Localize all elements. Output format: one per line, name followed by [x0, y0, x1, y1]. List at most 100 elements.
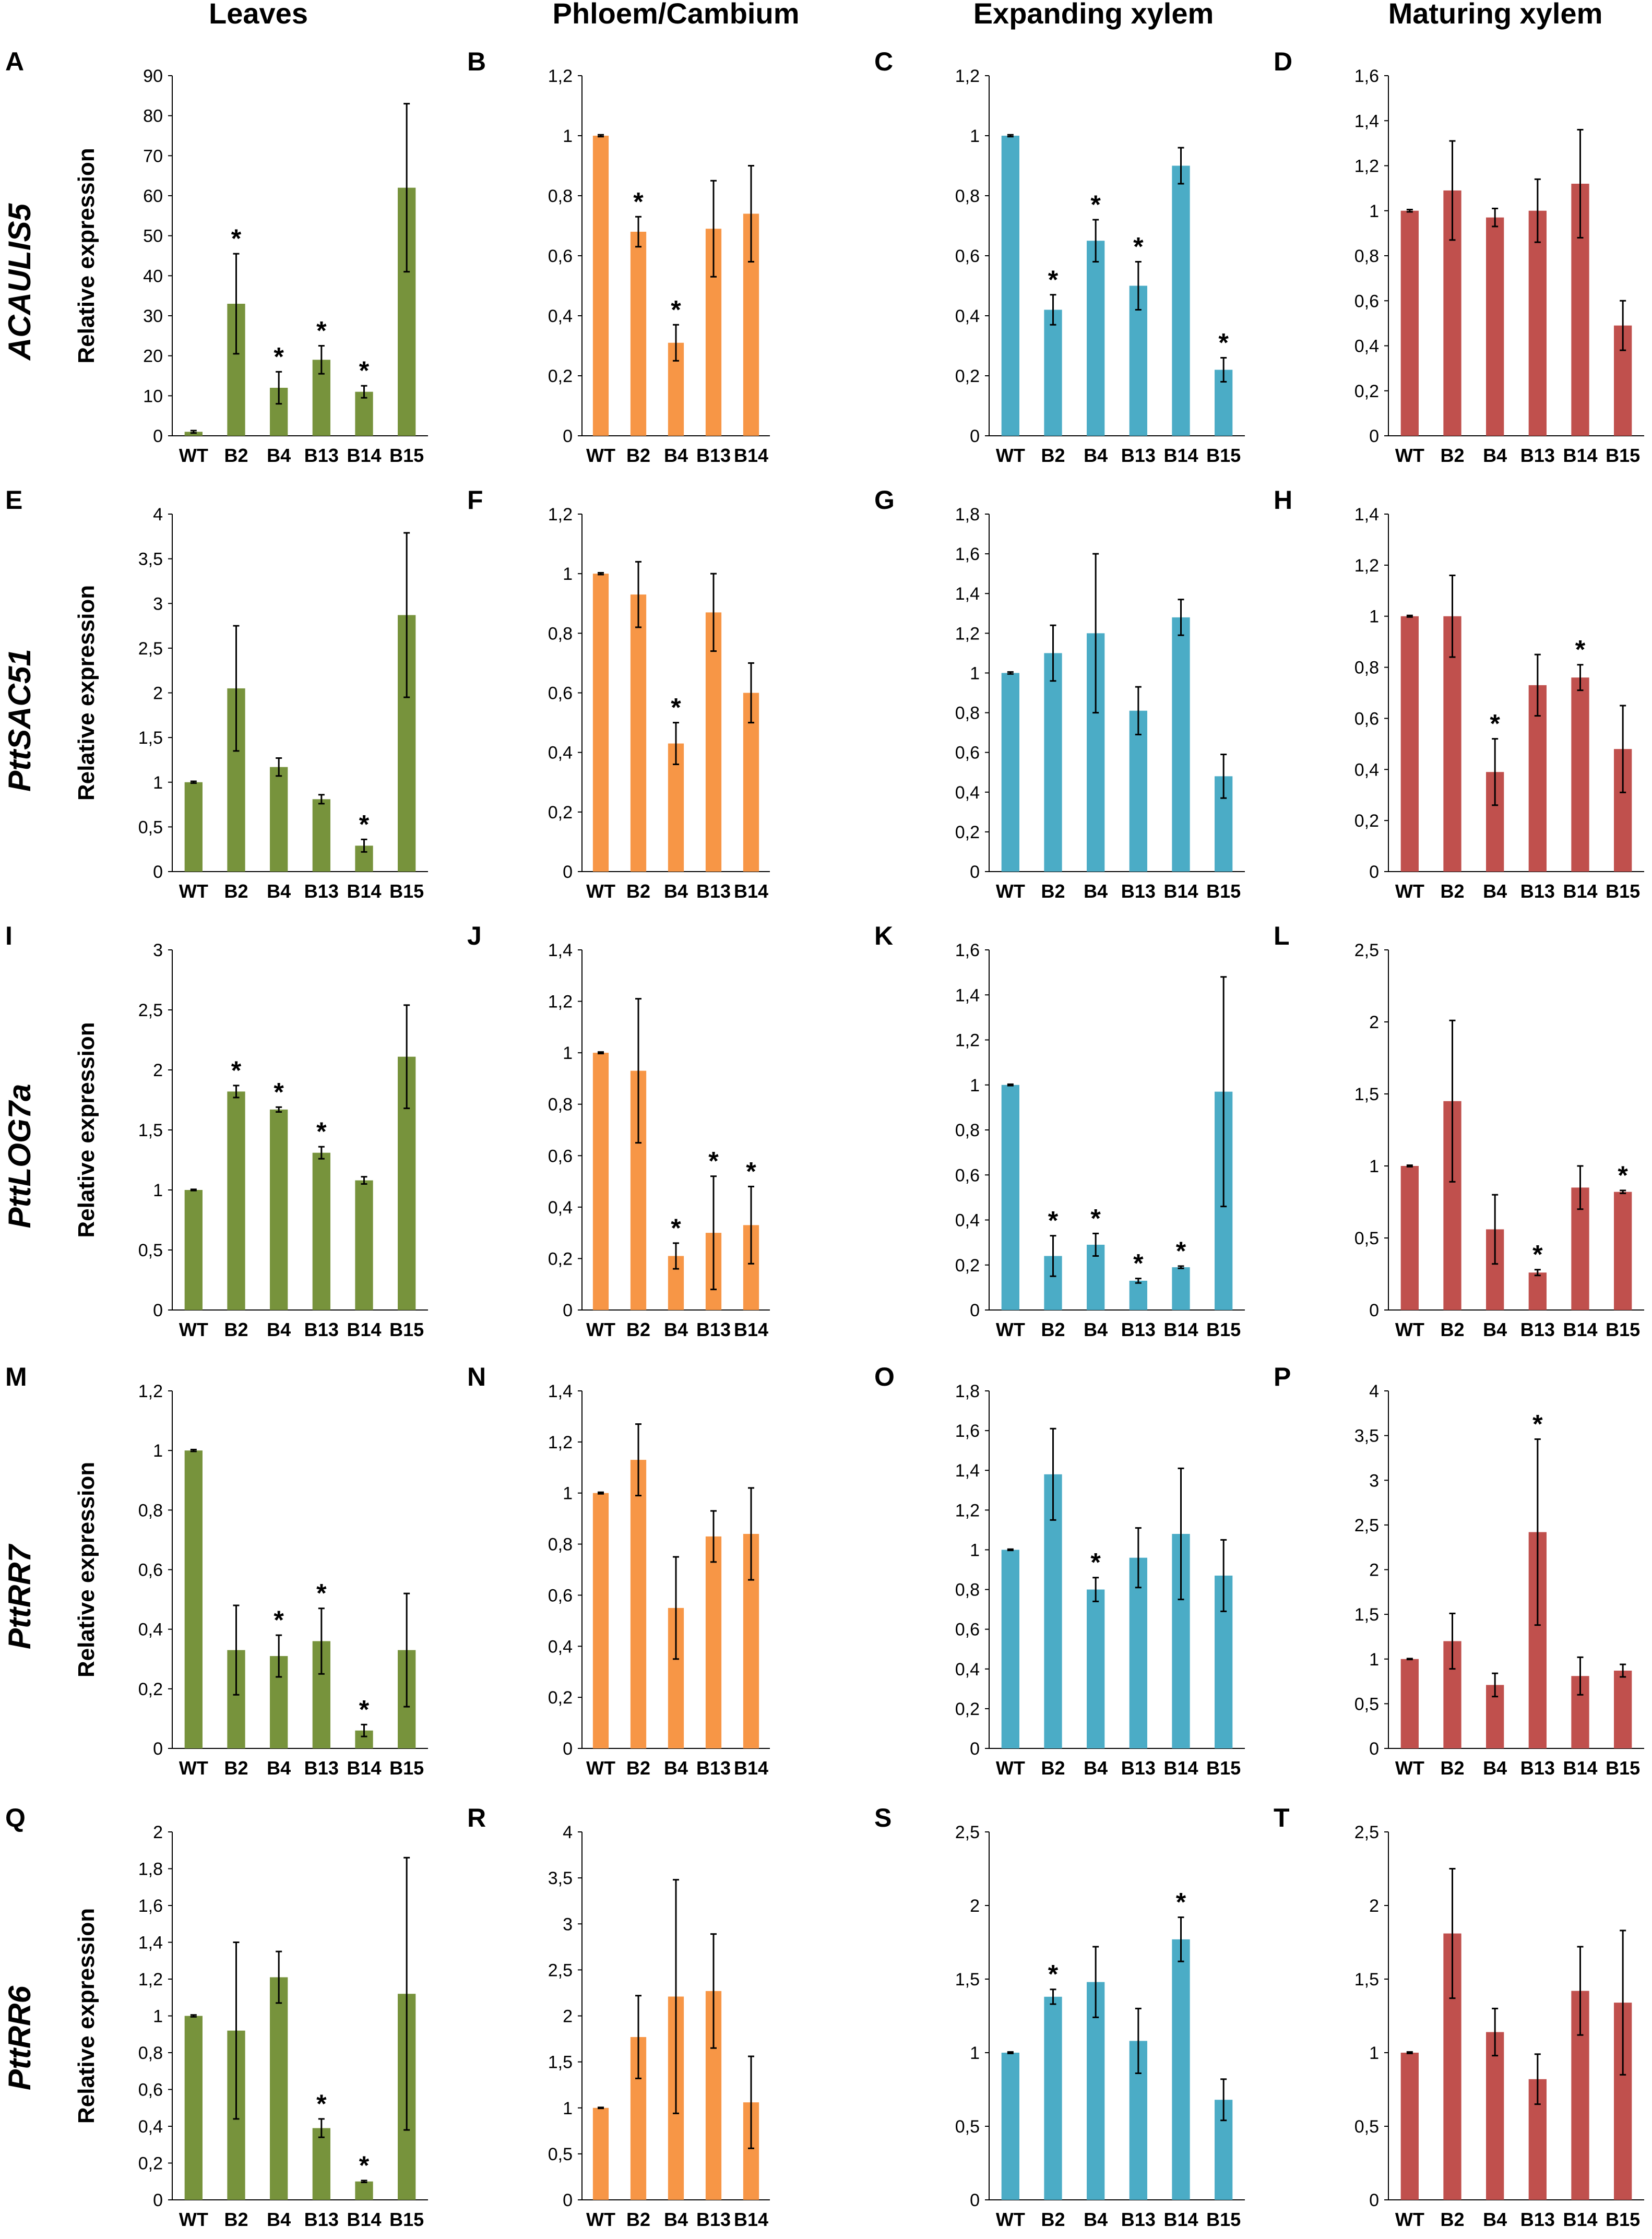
- panel-letter: G: [874, 485, 895, 515]
- bar-b2: [1443, 616, 1461, 872]
- significance-star: *: [316, 2089, 327, 2118]
- x-tick-label-b15: B15: [389, 445, 424, 466]
- x-tick-label-b13: B13: [1520, 1319, 1555, 1340]
- row-label-pttrr7: PttRR7: [2, 1543, 37, 1649]
- panel-n: N 0 0,2 0,4 0,6 0,8 1 1,2 1,4 WT B2 B4 B13 B14: [467, 1362, 770, 1779]
- y-tick-label: 1,4: [138, 1933, 163, 1953]
- y-tick-label: 0,4: [548, 743, 573, 763]
- y-tick-label: 0,5: [548, 2145, 573, 2164]
- x-tick-label-b14: B14: [1563, 1319, 1597, 1340]
- significance-star: *: [231, 224, 242, 253]
- significance-star: *: [746, 1157, 756, 1186]
- y-tick-label: 0,5: [1354, 1229, 1379, 1248]
- x-tick-label-b13: B13: [304, 1757, 339, 1779]
- significance-star: *: [359, 356, 370, 385]
- x-tick-label-b4: B4: [267, 1757, 291, 1779]
- y-tick-label: 1,2: [955, 1031, 980, 1051]
- bar-b13: [312, 2128, 330, 2200]
- row-label-acaulis5: ACAULIS5: [2, 203, 37, 361]
- x-tick-label-b2: B2: [1041, 880, 1065, 902]
- y-tick-label: 0,6: [138, 2080, 163, 2100]
- x-tick-label-b13: B13: [696, 2209, 731, 2230]
- bar-b4: [1087, 1982, 1105, 2200]
- x-tick-label-b4: B4: [1483, 880, 1507, 902]
- y-tick-label: 0: [1369, 426, 1379, 446]
- y-tick-label: 2: [1369, 1561, 1379, 1580]
- significance-star: *: [1176, 1888, 1186, 1917]
- column-header-phloem-cambium: Phloem/Cambium: [553, 0, 800, 30]
- y-tick-label: 0: [153, 426, 163, 446]
- significance-star: *: [1133, 232, 1144, 261]
- y-tick-label: 1: [970, 126, 980, 146]
- bar-b13: [705, 1536, 722, 1748]
- x-tick-label-b13: B13: [304, 2209, 339, 2230]
- x-tick-label-b15: B15: [1206, 1319, 1241, 1340]
- y-tick-label: 0,6: [138, 1561, 163, 1580]
- x-tick-label-b2: B2: [1041, 1757, 1065, 1779]
- y-tick-label: 0: [970, 1739, 980, 1759]
- x-tick-label-b15: B15: [1606, 1757, 1640, 1779]
- bar-b4: [1087, 241, 1105, 436]
- x-tick-label-b2: B2: [1041, 1319, 1065, 1340]
- y-tick-label: 1,6: [955, 1421, 980, 1441]
- bar-b4: [270, 1977, 288, 2200]
- x-tick-label-b13: B13: [304, 1319, 339, 1340]
- y-tick-label: 1: [970, 1540, 980, 1560]
- y-tick-label: 1,4: [548, 940, 573, 960]
- panel-k: K 0 0,2 0,4 0,6 0,8 1 1,2 1,4 1,6 WT * B2 * B4 * B13 * B14…: [874, 921, 1245, 1340]
- y-axis-label: Relative expression: [74, 585, 99, 801]
- y-tick-label: 0,4: [138, 2117, 163, 2137]
- y-tick-label: 1: [563, 126, 573, 146]
- y-tick-label: 1: [563, 2099, 573, 2118]
- x-tick-label-wt: WT: [996, 2209, 1025, 2230]
- panel-a: A 0 10 20 30 40 50 60 70 80 90 Relative expression W…: [5, 47, 428, 466]
- row-label-pttlog7a: PttLOG7a: [2, 1084, 37, 1229]
- y-tick-label: 0,6: [548, 684, 573, 704]
- x-tick-label-b14: B14: [1163, 880, 1198, 902]
- x-tick-label-b4: B4: [1483, 1757, 1507, 1779]
- bar-b14: [355, 391, 373, 436]
- panel-letter: R: [467, 1803, 486, 1832]
- y-tick-label: 1,6: [955, 544, 980, 564]
- x-tick-label-b4: B4: [1084, 2209, 1108, 2230]
- x-tick-label-wt: WT: [586, 2209, 615, 2230]
- y-tick-label: 1,5: [1354, 1605, 1379, 1625]
- x-tick-label-b4: B4: [664, 1319, 688, 1340]
- y-axis-label: Relative expression: [74, 1462, 99, 1677]
- y-tick-label: 0,5: [138, 817, 163, 837]
- bar-b13: [1528, 1272, 1547, 1310]
- x-tick-label-wt: WT: [1395, 445, 1424, 466]
- y-tick-label: 1,5: [955, 1970, 980, 1990]
- x-tick-label-b4: B4: [267, 445, 291, 466]
- x-tick-label-b2: B2: [1440, 445, 1464, 466]
- x-tick-label-b4: B4: [1084, 1319, 1108, 1340]
- significance-star: *: [316, 1117, 327, 1146]
- y-tick-label: 80: [143, 106, 163, 126]
- significance-star: *: [1618, 1161, 1628, 1190]
- y-tick-label: 0,6: [955, 1620, 980, 1640]
- bar-b4: [1486, 217, 1504, 436]
- bar-b13: [312, 799, 330, 872]
- y-tick-label: 3: [1369, 1471, 1379, 1491]
- bar-b2: [1044, 1996, 1062, 2200]
- y-tick-label: 0: [970, 862, 980, 882]
- significance-star: *: [1575, 635, 1586, 664]
- bar-b13: [1129, 1557, 1147, 1748]
- x-tick-label-b13: B13: [1121, 880, 1156, 902]
- y-tick-label: 0,8: [955, 704, 980, 723]
- panel-o: O 0 0,2 0,4 0,6 0,8 1 1,2 1,4 1,6 1,8 WT B2 * B4 B13 B14…: [874, 1362, 1245, 1779]
- significance-star: *: [274, 342, 284, 371]
- x-tick-label-b4: B4: [1483, 2209, 1507, 2230]
- bar-b14: [355, 1180, 373, 1310]
- bar-wt: [1400, 616, 1419, 872]
- x-tick-label-b2: B2: [1440, 1319, 1464, 1340]
- x-tick-label-b13: B13: [1520, 880, 1555, 902]
- bar-wt: [592, 574, 609, 872]
- x-tick-label-b15: B15: [1606, 1319, 1640, 1340]
- y-tick-label: 0,8: [548, 624, 573, 644]
- bar-wt: [184, 782, 203, 872]
- bar-wt: [592, 1053, 609, 1310]
- bar-b2: [630, 232, 647, 436]
- y-tick-label: 2,5: [1354, 940, 1379, 960]
- y-tick-label: 0,8: [138, 2043, 163, 2063]
